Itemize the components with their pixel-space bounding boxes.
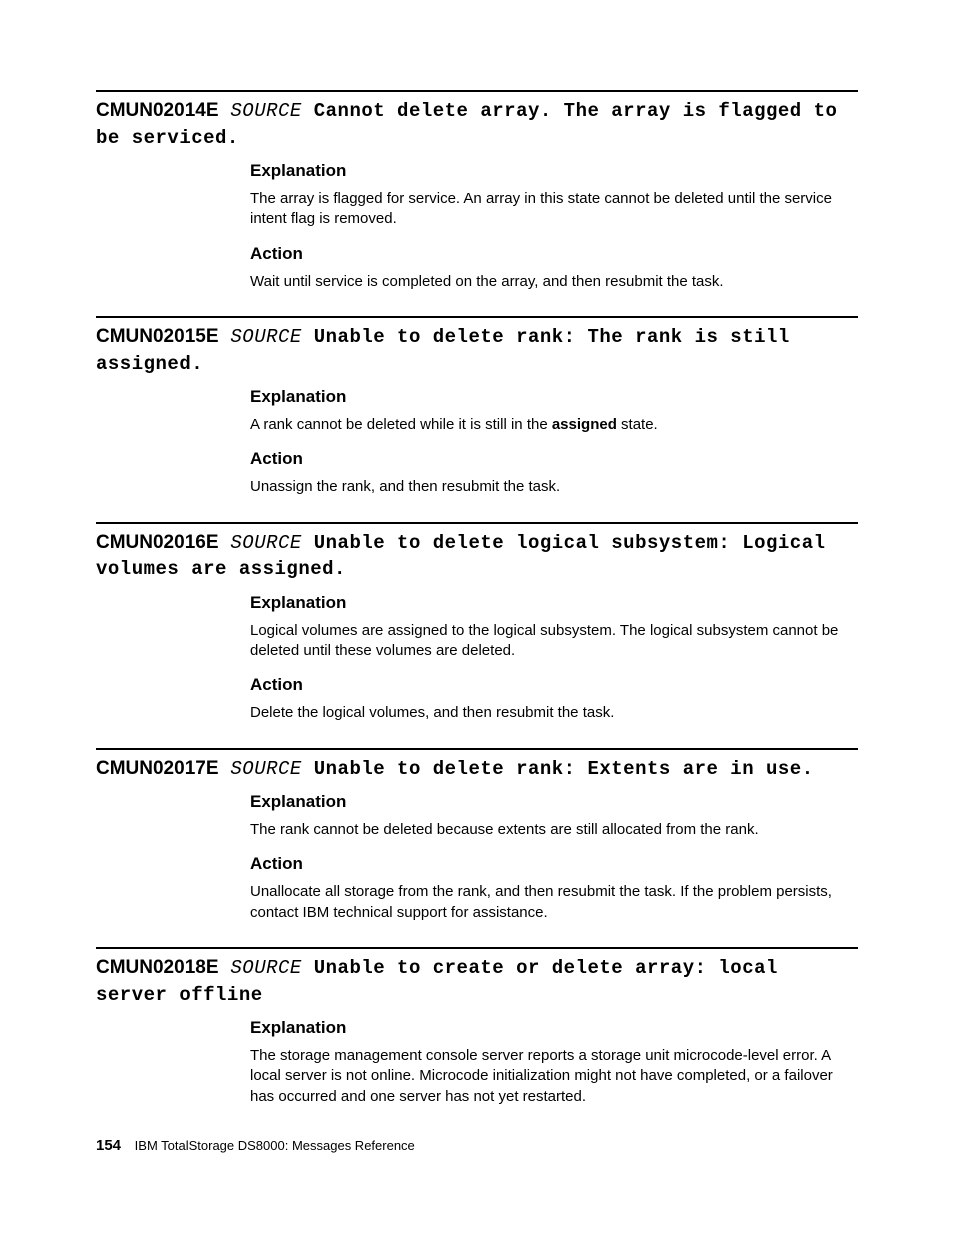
message-code: CMUN02015E — [96, 326, 219, 347]
explanation-text-post: state. — [617, 416, 658, 433]
entry-body: Explanation The rank cannot be deleted b… — [250, 792, 858, 923]
document-page: CMUN02014E SOURCE Cannot delete array. T… — [0, 0, 954, 1194]
message-entry: CMUN02018E SOURCE Unable to create or de… — [96, 947, 858, 1107]
message-source: SOURCE — [230, 957, 301, 979]
message-source: SOURCE — [230, 758, 301, 780]
action-text: Delete the logical volumes, and then res… — [250, 703, 840, 723]
explanation-text: The rank cannot be deleted because exten… — [250, 820, 840, 840]
entry-title: CMUN02016E SOURCE Unable to delete logic… — [96, 530, 858, 583]
explanation-text-pre: A rank cannot be deleted while it is sti… — [250, 416, 552, 433]
action-text: Wait until service is completed on the a… — [250, 272, 840, 292]
message-entry: CMUN02016E SOURCE Unable to delete logic… — [96, 522, 858, 724]
explanation-heading: Explanation — [250, 387, 858, 407]
book-title: IBM TotalStorage DS8000: Messages Refere… — [135, 1138, 415, 1153]
entry-body: Explanation The storage management conso… — [250, 1018, 858, 1107]
explanation-heading: Explanation — [250, 1018, 858, 1038]
action-heading: Action — [250, 449, 858, 469]
explanation-text: A rank cannot be deleted while it is sti… — [250, 415, 840, 435]
explanation-text: The storage management console server re… — [250, 1046, 840, 1107]
entry-title: CMUN02014E SOURCE Cannot delete array. T… — [96, 98, 858, 151]
explanation-heading: Explanation — [250, 792, 858, 812]
entry-body: Explanation The array is flagged for ser… — [250, 161, 858, 292]
message-entry: CMUN02015E SOURCE Unable to delete rank:… — [96, 316, 858, 498]
message-source: SOURCE — [230, 100, 301, 122]
explanation-heading: Explanation — [250, 593, 858, 613]
action-heading: Action — [250, 854, 858, 874]
message-entry: CMUN02017E SOURCE Unable to delete rank:… — [96, 748, 858, 923]
action-text: Unassign the rank, and then resubmit the… — [250, 477, 840, 497]
entry-title: CMUN02018E SOURCE Unable to create or de… — [96, 955, 858, 1008]
message-text: Unable to delete rank: Extents are in us… — [314, 758, 814, 780]
message-code: CMUN02014E — [96, 100, 219, 121]
message-code: CMUN02016E — [96, 532, 219, 553]
message-source: SOURCE — [230, 532, 301, 554]
action-heading: Action — [250, 244, 858, 264]
message-code: CMUN02018E — [96, 957, 219, 978]
action-heading: Action — [250, 675, 858, 695]
page-footer: 154 IBM TotalStorage DS8000: Messages Re… — [96, 1137, 858, 1154]
message-entry: CMUN02014E SOURCE Cannot delete array. T… — [96, 90, 858, 292]
message-source: SOURCE — [230, 326, 301, 348]
entry-title: CMUN02015E SOURCE Unable to delete rank:… — [96, 324, 858, 377]
explanation-text: The array is flagged for service. An arr… — [250, 189, 840, 230]
entry-title: CMUN02017E SOURCE Unable to delete rank:… — [96, 756, 858, 783]
explanation-bold: assigned — [552, 416, 617, 433]
action-text: Unallocate all storage from the rank, an… — [250, 882, 840, 923]
message-code: CMUN02017E — [96, 758, 219, 779]
explanation-heading: Explanation — [250, 161, 858, 181]
entry-body: Explanation A rank cannot be deleted whi… — [250, 387, 858, 498]
explanation-text: Logical volumes are assigned to the logi… — [250, 621, 840, 662]
page-number: 154 — [96, 1137, 121, 1154]
entry-body: Explanation Logical volumes are assigned… — [250, 593, 858, 724]
